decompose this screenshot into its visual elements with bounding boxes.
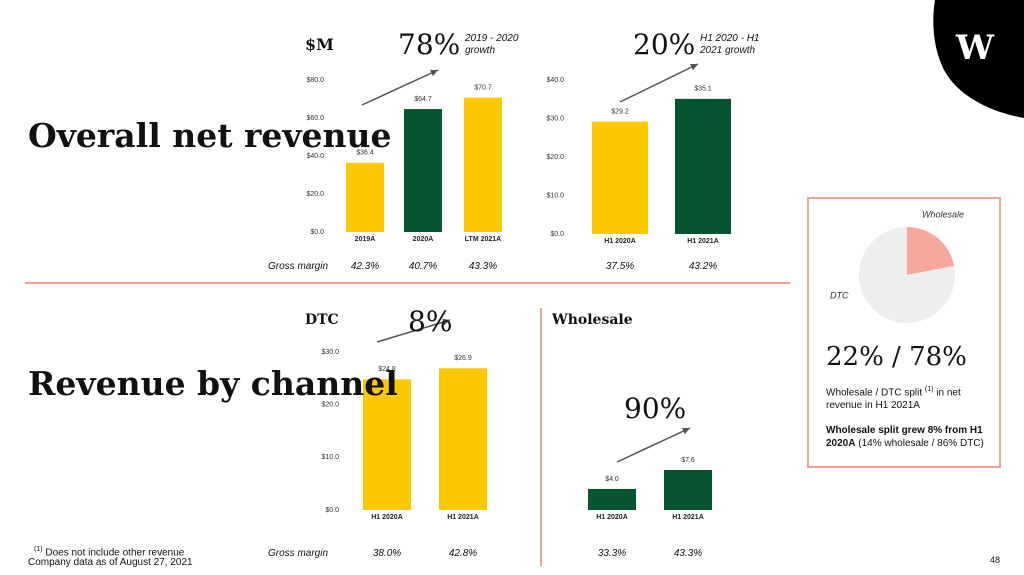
chart-title: Wholesale [552, 312, 633, 328]
heading: Revenue by channel [28, 364, 398, 403]
y-tick-label: $0.0 [310, 229, 324, 236]
bar [439, 368, 487, 510]
y-tick-label: $40.0 [306, 153, 324, 160]
heading: Overall net revenue [28, 116, 392, 155]
bar [404, 109, 442, 232]
growth-value: 8% [408, 305, 453, 338]
growth-note: Wholesale split grew 8% from H1 2020A (1… [826, 424, 991, 450]
gross-margin-label: Gross margin [268, 261, 329, 272]
footnote: (1) Does not include other revenue [34, 546, 184, 558]
y-tick-label: $10.0 [546, 192, 564, 199]
gross-margin-value: 43.2% [688, 261, 718, 272]
value-label: $36.4 [356, 150, 374, 157]
gross-margin-value: 40.7% [408, 261, 438, 272]
gross-margin-value: 33.3% [597, 548, 627, 559]
growth-arrow [616, 427, 691, 463]
value-label: $24.8 [378, 366, 396, 373]
x-tick-label: H1 2020A [604, 238, 636, 245]
y-tick-label: $20.0 [546, 154, 564, 161]
bar [675, 98, 731, 235]
y-tick-label: $80.0 [306, 77, 324, 84]
headline: 22% / 78% [826, 342, 967, 372]
value-label: $26.9 [454, 355, 472, 362]
gross-margin-value: 38.0% [372, 548, 402, 559]
pie-label: DTC [830, 290, 849, 300]
bar [363, 379, 411, 510]
logo-shape [933, 0, 1024, 118]
source: Company data as of August 27, 2021 [28, 557, 193, 568]
x-tick-label: H1 2021A [672, 514, 704, 521]
pie-label: Wholesale [922, 209, 964, 219]
gross-margin-value: 43.3% [468, 261, 498, 272]
x-tick-label: H1 2020A [596, 514, 628, 521]
footnote-text: Does not include other revenue [45, 547, 185, 559]
x-tick-label: H1 2020A [371, 514, 403, 521]
note-text: Wholesale / DTC split [826, 387, 923, 399]
x-tick-label: 2020A [413, 236, 434, 243]
pie-slice [907, 227, 955, 275]
y-tick-label: $0.0 [550, 231, 564, 238]
arrow-head [442, 318, 450, 326]
x-tick-label: LTM 2021A [465, 236, 501, 243]
arrow-head [690, 64, 698, 71]
growth-value: 90% [624, 392, 687, 425]
growth-value: 78% [398, 28, 461, 61]
growth-text: H1 2020 - H1 2021 growth [700, 33, 760, 56]
arrow-head [430, 69, 438, 77]
value-label: $29.2 [611, 108, 629, 115]
growth-value: 20% [633, 28, 696, 61]
y-tick-label: $40.0 [546, 77, 564, 84]
growth-text: 2019 - 2020 growth [465, 33, 519, 56]
growth-arrow [376, 319, 451, 343]
panel [807, 197, 1001, 468]
bar [346, 162, 384, 232]
bar [464, 97, 502, 232]
bar [588, 488, 636, 510]
note-text: in net revenue in H1 2021A [826, 387, 961, 412]
x-tick-label: H1 2021A [447, 514, 479, 521]
y-tick-label: $20.0 [306, 191, 324, 198]
value-label: $64.7 [414, 96, 432, 103]
y-tick-label: $10.0 [321, 454, 339, 461]
x-tick-label: 2019A [355, 236, 376, 243]
chart-title: DTC [305, 312, 339, 328]
value-label: $4.0 [605, 476, 619, 483]
split-note: Wholesale / DTC split (1) in net revenue… [826, 383, 991, 412]
value-label: $7.6 [681, 457, 695, 464]
note-text: Wholesale split grew 8% from H1 2020A [826, 425, 983, 449]
pie-slice [859, 227, 955, 324]
note-text: (14% wholesale / 86% DTC) [858, 438, 984, 449]
y-tick-label: $60.0 [306, 115, 324, 122]
gross-margin-value: 42.3% [350, 261, 380, 272]
y-tick-label: $30.0 [321, 349, 339, 356]
footnote-mark: (1) [34, 546, 43, 553]
growth-arrow [619, 63, 699, 103]
y-tick-label: $30.0 [546, 115, 564, 122]
note-text: (1) [924, 386, 934, 393]
growth-arrow [361, 69, 439, 106]
bar [592, 121, 648, 234]
x-tick-label: H1 2021A [687, 238, 719, 245]
value-label: $35.1 [694, 86, 712, 93]
gross-margin-value: 37.5% [605, 261, 635, 272]
arrow-head [682, 427, 690, 435]
gross-margin-value: 42.8% [448, 548, 478, 559]
y-tick-label: $0.0 [325, 507, 339, 514]
value-label: $70.7 [474, 85, 492, 92]
bar [664, 469, 712, 510]
gross-margin-value: 43.3% [673, 548, 703, 559]
unit: $M [305, 35, 334, 54]
gross-margin-label: Gross margin [268, 548, 329, 559]
logo: W [955, 28, 995, 68]
y-tick-label: $20.0 [321, 402, 339, 409]
page-number: 48 [990, 555, 1001, 565]
